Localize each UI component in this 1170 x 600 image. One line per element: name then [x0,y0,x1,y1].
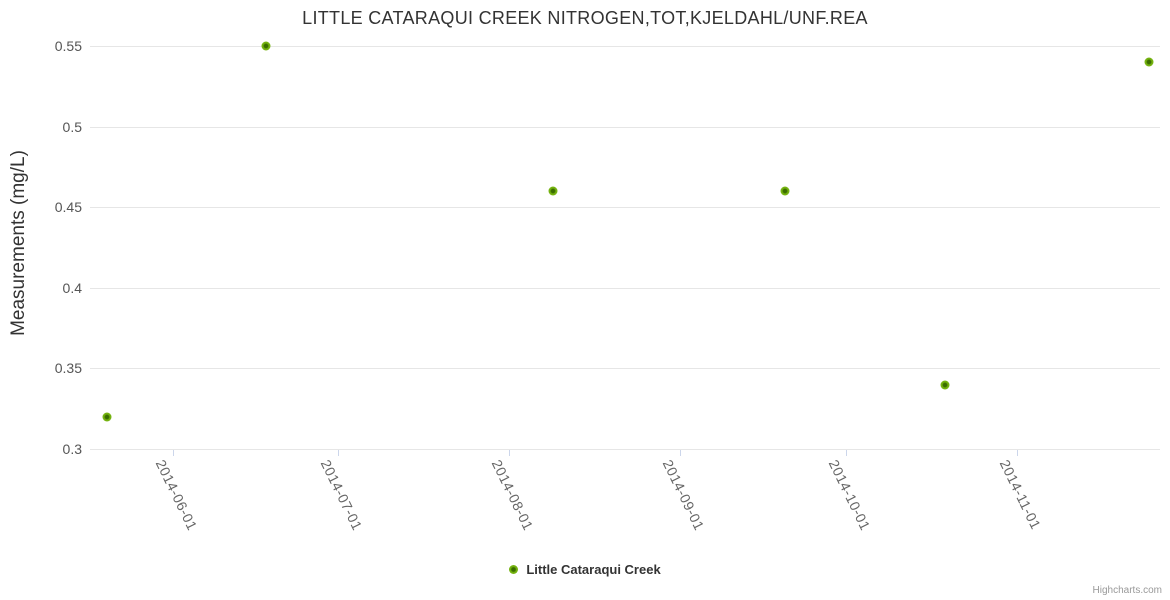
chart-title: LITTLE CATARAQUI CREEK NITROGEN,TOT,KJEL… [302,8,868,28]
x-axis-tick [509,450,511,456]
x-axis-label: 2014-06-01 [152,457,201,533]
legend-item-label[interactable]: Little Cataraqui Creek [526,562,661,577]
data-point[interactable] [548,186,558,196]
legend-marker-icon[interactable] [509,565,519,574]
y-axis-label: 0.5 [62,118,82,135]
data-point[interactable] [1144,57,1154,67]
plot-area [90,46,1160,450]
x-axis-tick [1016,450,1018,456]
x-axis-tick [845,450,847,456]
y-axis-label: 0.45 [54,199,82,216]
y-gridline [90,449,1160,450]
y-gridline [90,287,1160,289]
data-point[interactable] [780,186,790,196]
data-point[interactable] [940,380,950,390]
legend: Little Cataraqui Creek [0,562,1170,577]
y-axis-title: Measurements (mg/L) [8,150,29,336]
x-axis-label: 2014-10-01 [825,457,874,533]
y-gridline [90,46,1160,47]
y-axis-label: 0.4 [62,279,82,296]
y-axis-label: 0.35 [54,360,82,377]
y-axis-label: 0.55 [54,38,82,54]
x-axis-label: 2014-09-01 [659,457,708,533]
highcharts-credits-link[interactable]: Highcharts.com [1092,585,1162,596]
y-gridline [90,368,1160,370]
x-axis-tick [680,450,682,456]
y-gridline [90,126,1160,128]
x-axis-label: 2014-07-01 [317,457,366,533]
x-axis-tick [338,450,340,456]
x-axis-tick [172,450,174,456]
x-axis-label: 2014-08-01 [488,457,537,533]
y-axis-label: 0.3 [62,441,82,457]
data-point[interactable] [102,412,112,422]
x-axis-label: 2014-11-01 [996,457,1044,532]
data-point[interactable] [261,41,271,51]
y-gridline [90,207,1160,209]
